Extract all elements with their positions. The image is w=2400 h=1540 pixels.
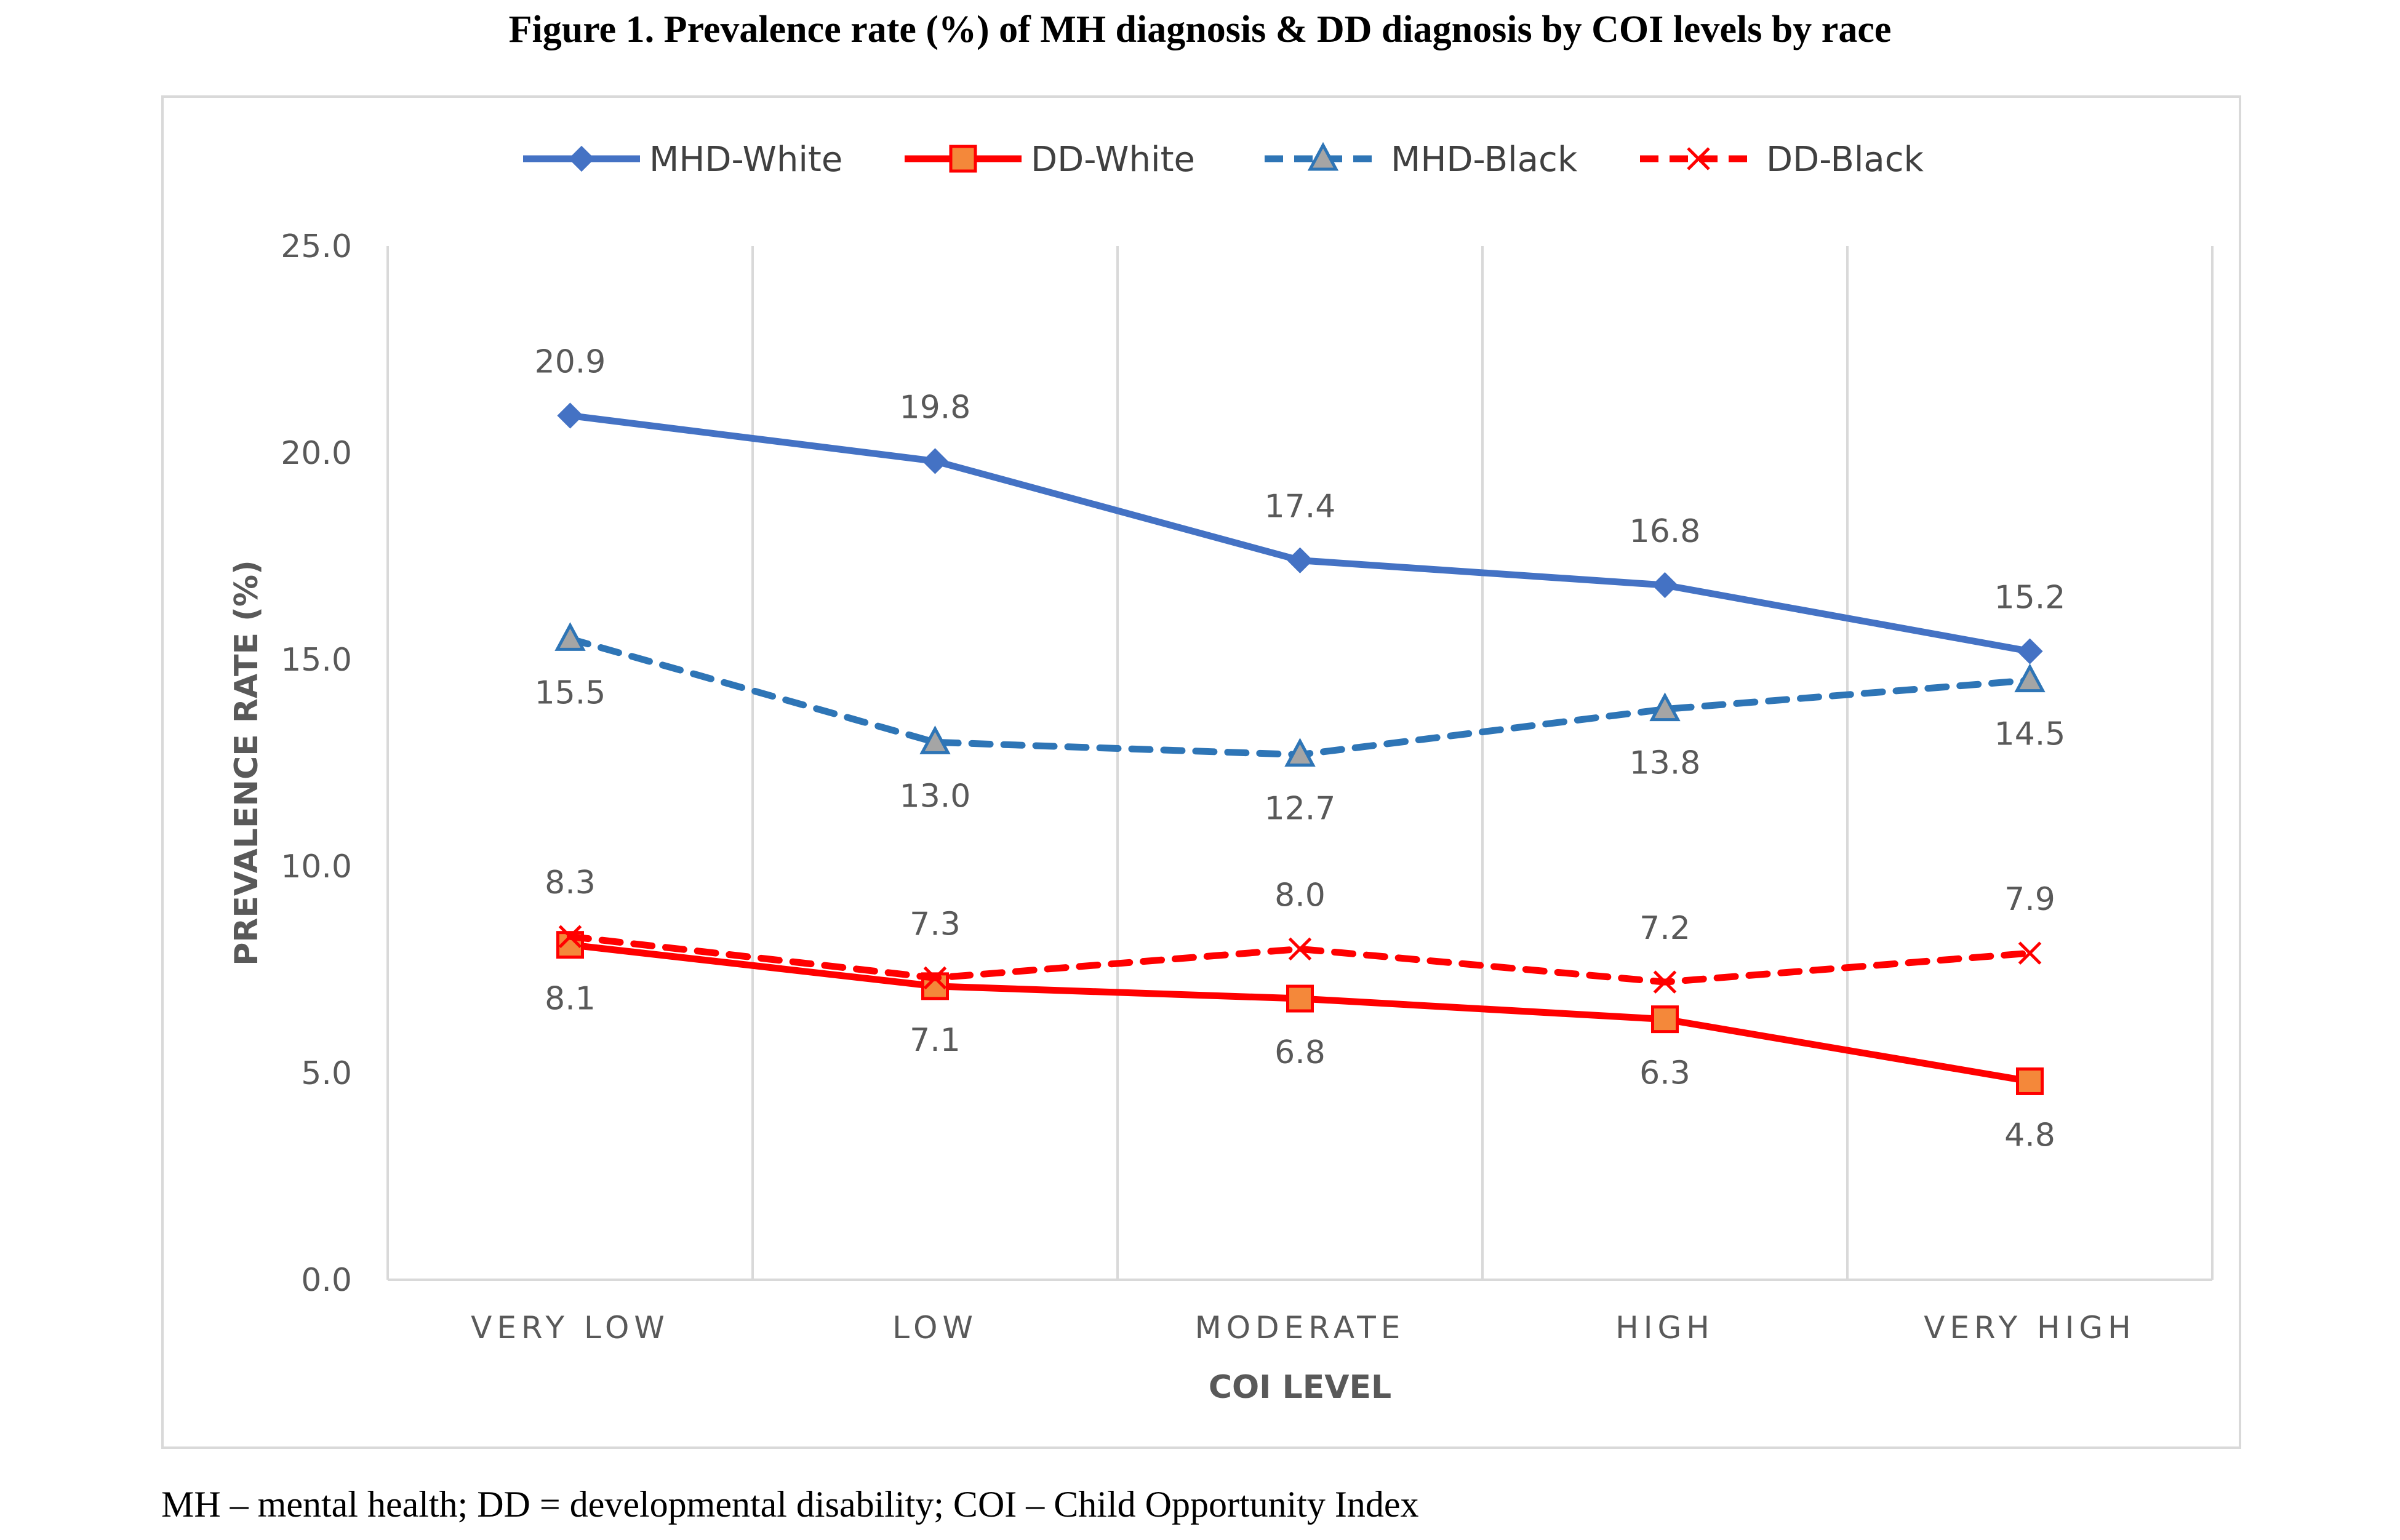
legend-marker [949,145,977,173]
y-axis-title: PREVALENCE RATE (%) [228,560,265,966]
data-label: 4.8 [2004,1117,2055,1154]
figure-title: Figure 1. Prevalence rate (%) of MH diag… [508,9,1892,50]
data-point [2017,638,2043,664]
legend-label: DD-White [1031,140,1195,180]
data-label: 7.2 [1639,910,1690,947]
data-point [554,622,586,651]
data-label: 8.1 [545,981,596,1018]
data-label: 6.3 [1639,1055,1690,1092]
data-label: 8.3 [545,864,596,901]
data-point [1652,572,1678,599]
legend-marker [568,145,595,172]
series-mhd-black: 15.5 13.0 12.7 13.8 14.5 [535,622,2066,828]
series-line [567,933,2033,986]
data-point [923,966,947,990]
x-tick-label: LOW [892,1310,978,1346]
y-tick-label: 15.0 [281,642,352,679]
legend-marker [1307,142,1339,171]
data-label: 19.8 [900,389,971,426]
data-label: 20.9 [535,344,606,381]
data-label: 15.5 [535,674,606,711]
data-point [1653,970,1677,994]
legend-item: DD-Black [1640,140,1924,180]
series-dd-white: 8.1 7.1 6.8 6.3 4.8 [545,931,2055,1154]
data-point [1651,1005,1679,1034]
series-line [567,635,2033,759]
series-dd-black: 8.3 7.3 8.0 7.2 7.9 [545,864,2055,994]
legend-marker [1687,147,1710,170]
data-point [557,402,583,429]
data-label: 8.0 [1274,877,1326,914]
data-point [1288,937,1312,961]
y-tick-label: 5.0 [301,1055,352,1092]
data-label: 7.3 [910,906,961,943]
data-point [2018,941,2042,965]
data-label: 7.1 [910,1022,961,1059]
data-label: 14.5 [1994,716,2066,753]
data-point [1649,692,1681,722]
data-label: 13.0 [900,778,971,815]
y-tick-label: 25.0 [281,228,352,265]
legend-label: MHD-Black [1391,140,1578,180]
data-point [558,925,582,949]
data-point [1284,738,1316,767]
data-label: 12.7 [1265,791,1336,828]
data-point [1287,547,1313,573]
series-mhd-white: 20.9 19.8 17.4 16.8 15.2 [535,344,2066,664]
legend-item: MHD-White [523,140,842,180]
x-axis-title: COI LEVEL [1209,1369,1391,1406]
series-line [567,412,2033,655]
y-tick-label: 0.0 [301,1262,352,1299]
data-label: 15.2 [1994,580,2066,616]
y-tick-label: 20.0 [281,435,352,472]
data-point [2016,1067,2044,1095]
data-label: 17.4 [1265,489,1336,525]
data-point [922,448,948,474]
x-tick-label: VERY HIGH [1924,1310,2135,1346]
legend-item: MHD-Black [1265,140,1578,180]
data-point [2014,663,2046,693]
data-label: 13.8 [1630,745,1701,782]
x-tick-label: HIGH [1615,1310,1714,1346]
legend-label: MHD-White [649,140,842,180]
data-label: 6.8 [1274,1034,1326,1071]
data-label: 16.8 [1630,513,1701,550]
legend-label: DD-Black [1766,140,1924,180]
chart-frame [161,95,2241,1449]
legend-item: DD-White [905,140,1195,180]
y-tick-label: 10.0 [281,848,352,885]
x-tick-label: VERY LOW [471,1310,670,1346]
footnote: MH – mental health; DD = developmental d… [161,1484,1419,1525]
data-point [1286,984,1314,1013]
x-tick-label: MODERATE [1195,1310,1406,1346]
data-label: 7.9 [2004,881,2055,918]
data-point [919,725,951,754]
